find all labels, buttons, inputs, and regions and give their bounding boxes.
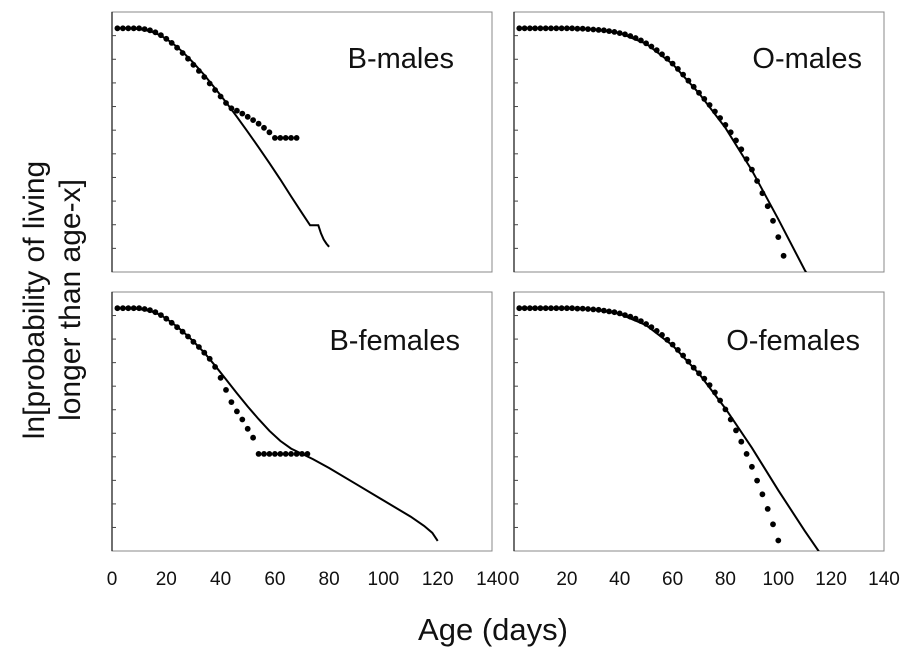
data-point (277, 451, 284, 457)
x-axis-label: Age (days) (418, 612, 568, 647)
x-tick-label: 60 (264, 569, 285, 590)
x-tick-label: 140 (476, 569, 508, 590)
fitted-line (519, 307, 820, 551)
data-point (749, 463, 755, 470)
data-point (780, 252, 787, 259)
panel-title: O-males (752, 43, 862, 75)
x-tick-label: 100 (368, 569, 400, 590)
data-point (516, 305, 523, 312)
panel-b-females: B-females (111, 291, 493, 552)
data-point (272, 135, 278, 141)
data-point (775, 234, 782, 241)
y-axis-label-line2: longer than age-x] (54, 179, 87, 421)
data-point (770, 217, 776, 224)
data-point (261, 124, 267, 131)
data-point (786, 277, 792, 283)
x-tick-label: 140 (868, 569, 900, 590)
x-tick-label: 20 (556, 569, 577, 590)
data-point (786, 554, 792, 560)
fitted-line (117, 307, 439, 542)
x-tick-labels-left: 0 20 40 60 80 100 120 140 (107, 569, 508, 590)
y-axis-label-line1: ln[probability of living (18, 161, 51, 439)
data-point (250, 117, 256, 123)
data-point (217, 374, 224, 381)
data-point (288, 451, 294, 457)
data-point (293, 135, 300, 141)
data-point (764, 203, 771, 210)
data-point (239, 110, 246, 117)
data-point (764, 506, 771, 512)
x-tick-label: 0 (107, 569, 118, 590)
data-point (250, 434, 256, 441)
x-tick-label: 40 (210, 569, 231, 590)
panel-o-females: O-females (513, 291, 885, 560)
panel-title: B-females (329, 325, 460, 357)
data-point (516, 25, 523, 32)
data-point (759, 491, 766, 498)
fitted-line (117, 27, 330, 248)
data-point (797, 312, 803, 318)
data-point (781, 554, 787, 560)
data-point (277, 135, 284, 141)
data-point (228, 399, 235, 405)
data-point (261, 451, 267, 457)
data-point (282, 451, 289, 457)
panel-b-males: B-males (111, 11, 493, 273)
data-point (288, 135, 294, 141)
x-tick-label: 100 (762, 569, 794, 590)
x-tick-label: 120 (422, 569, 454, 590)
data-point (754, 477, 760, 484)
data-point (738, 438, 745, 445)
x-tick-label: 80 (715, 569, 736, 590)
data-point (743, 451, 750, 457)
x-tick-labels-right: 0 20 40 60 80 100 120 140 (509, 569, 900, 590)
x-tick-label: 80 (319, 569, 340, 590)
panel-title: O-females (726, 325, 860, 357)
data-point (223, 387, 229, 393)
x-tick-label: 0 (509, 569, 520, 590)
data-point (266, 129, 273, 136)
data-point (234, 408, 240, 415)
x-tick-label: 120 (815, 569, 847, 590)
data-point (234, 107, 240, 114)
data-point (272, 451, 278, 457)
x-tick-label: 20 (156, 569, 177, 590)
data-point (770, 521, 776, 528)
panel-o-males: O-males (513, 11, 885, 318)
data-point (789, 554, 795, 560)
data-point (244, 113, 251, 120)
x-tick-label: 60 (662, 569, 683, 590)
panel-title: B-males (348, 43, 454, 75)
fitted-line (519, 27, 808, 272)
data-point (239, 416, 246, 423)
data-point (791, 298, 797, 304)
x-tick-label: 40 (609, 569, 630, 590)
data-point (244, 425, 251, 432)
data-point (733, 427, 739, 434)
data-point (775, 537, 782, 544)
data-point (282, 135, 289, 141)
data-point (266, 451, 273, 457)
data-point (255, 451, 262, 457)
data-point (255, 120, 262, 127)
